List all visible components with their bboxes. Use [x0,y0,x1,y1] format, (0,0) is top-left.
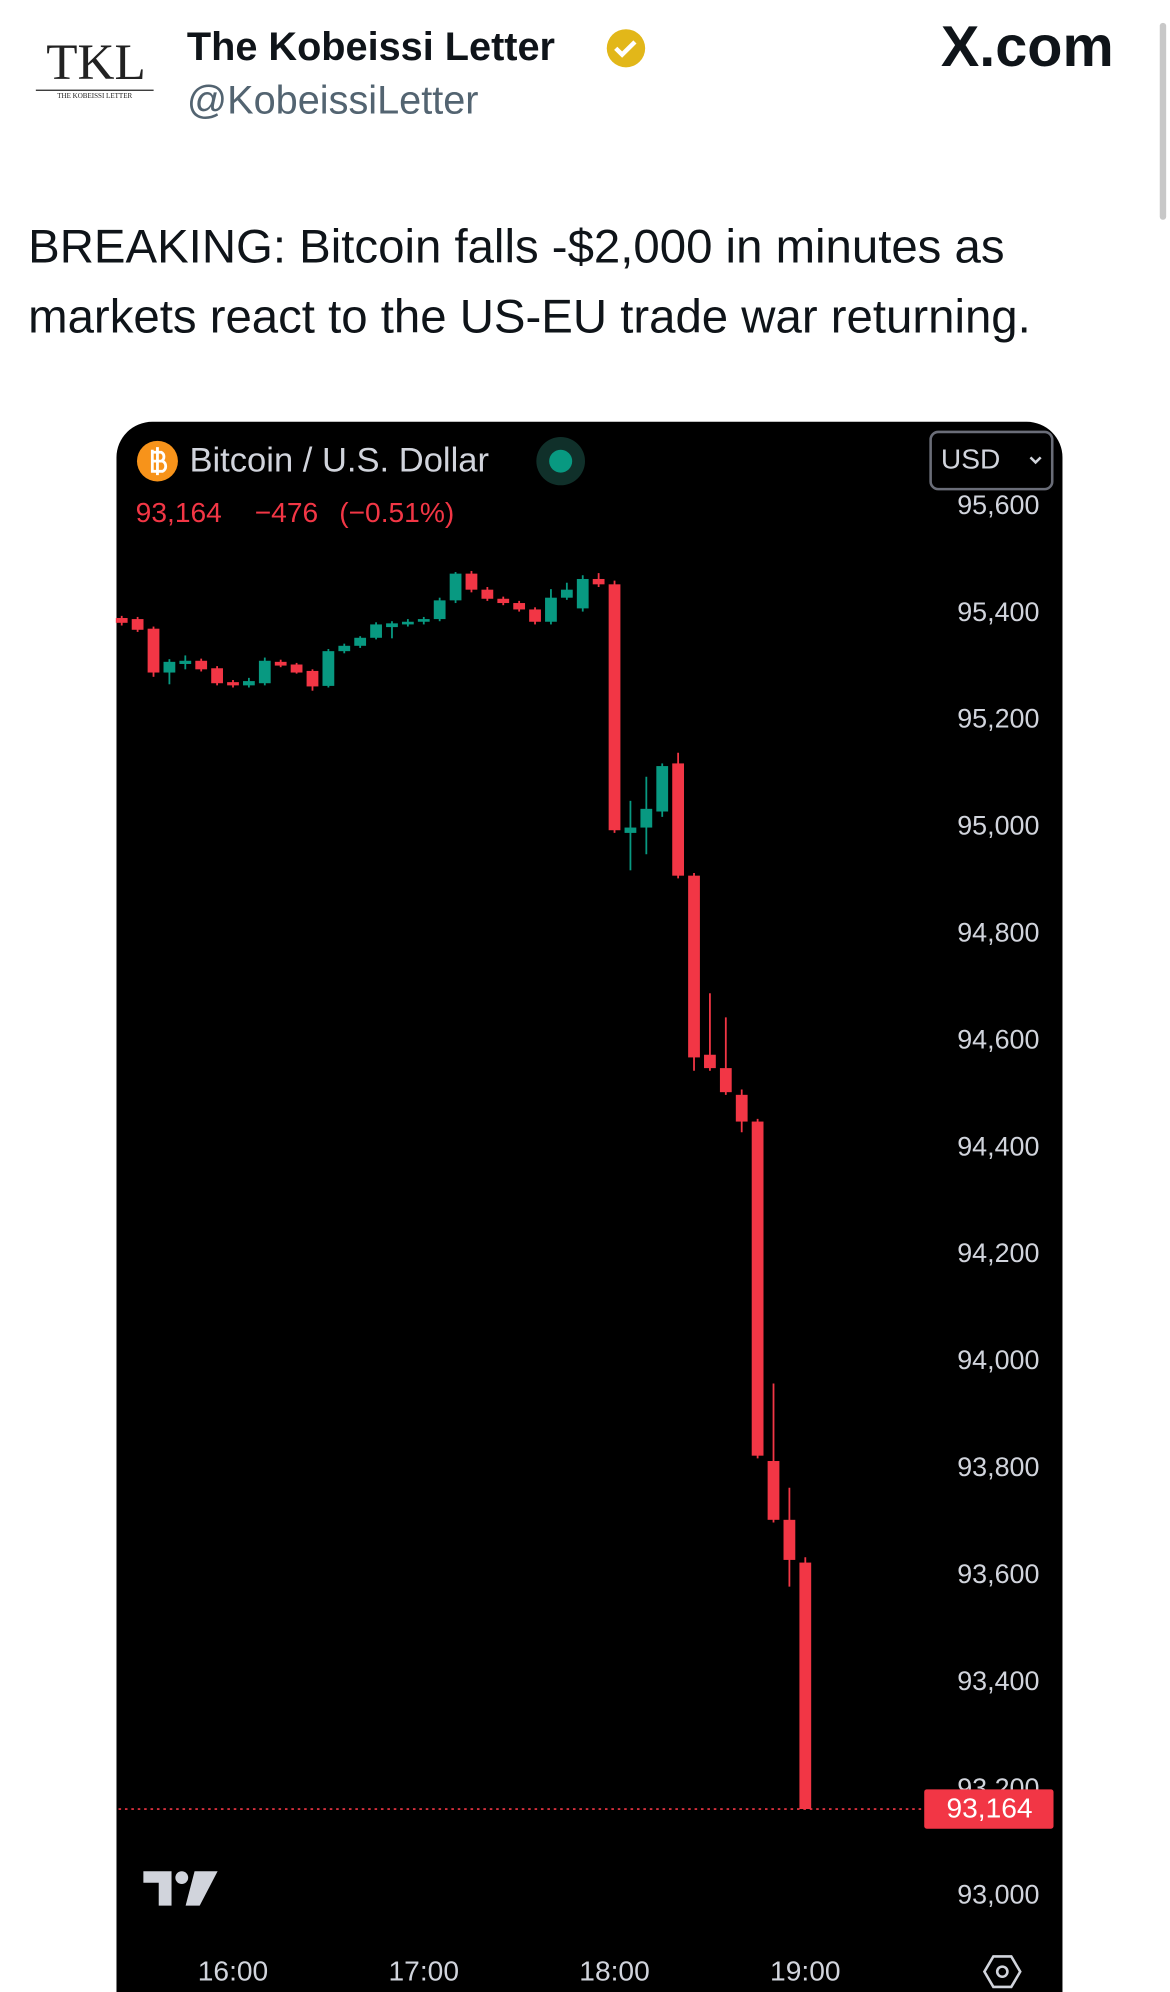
candle-body [211,668,223,684]
settings-icon-center [995,1965,1009,1979]
candle-body [290,664,303,673]
quote-change: −476 [255,497,318,528]
currency-select[interactable] [929,430,1054,491]
y-tick-label: 94,400 [957,1131,1039,1161]
y-tick-label: 93,400 [957,1666,1039,1696]
y-tick-label: 93,600 [957,1559,1039,1589]
site-label: X.com [941,15,1114,79]
candle-body [576,578,589,609]
bitcoin-glyph [150,447,168,476]
candle-body [497,598,510,604]
chart-panel [116,421,1063,1992]
candle-body [529,609,541,622]
y-tick-label: 95,600 [957,490,1039,520]
quote-price: 93,164 [136,497,222,528]
candle-body [513,603,526,610]
tweet-line: markets react to the US-EU trade war ret… [28,290,1031,343]
scrollbar [1159,22,1167,220]
verified-badge [606,29,646,68]
y-tick-label: 94,200 [957,1238,1039,1268]
candle-body [386,623,398,628]
candle-body [370,624,382,638]
candle-body [704,1054,716,1069]
candle-body [433,600,446,620]
candle-body [608,584,621,831]
candle-body [338,645,351,652]
y-tick-label: 95,000 [957,811,1039,841]
candle-body [672,763,685,876]
candle-body [449,573,462,601]
logo: TKL [46,35,146,91]
candle-body [131,619,144,630]
currency-label[interactable]: USD [941,444,1000,475]
account-handle[interactable]: @KobeissiLetter [187,78,479,122]
candle-body [274,661,287,666]
candle-body [195,660,208,670]
candle-body [354,637,367,646]
candle-body [751,1121,764,1456]
candle-body [179,660,192,664]
account-name[interactable]: The Kobeissi Letter [187,25,555,69]
candle-body [799,1562,812,1810]
candle-body [306,670,319,687]
y-tick-label: 94,800 [957,918,1039,948]
candle-body [640,808,653,828]
candle-body [545,597,557,622]
candle-body [227,682,239,686]
candle-body [115,618,128,623]
candle-body [465,573,478,590]
y-tick-label: 94,600 [957,1025,1039,1055]
y-tick-label: 93,800 [957,1452,1039,1482]
x-tick-label: 19:00 [770,1955,840,1986]
candle-body [258,660,271,684]
status-dot [549,449,573,473]
tweet-line: BREAKING: Bitcoin falls -$2,000 in minut… [28,220,1004,273]
candle-body [243,681,255,686]
x-tick-label: 16:00 [198,1955,268,1986]
x-tick-label: 17:00 [389,1955,459,1986]
candle-body [560,589,573,598]
candle-body [401,621,414,625]
quote-change-pct: (−0.51%) [339,497,454,528]
candle-body [719,1068,732,1093]
logo-subtitle: THE KOBEISSI LETTER [57,92,132,100]
candle-body [656,766,669,812]
candle-body [624,827,637,833]
plot: 93,00093,20093,40093,60093,80094,00094,2… [115,490,1054,1986]
last-price-label: 93,164 [946,1793,1032,1824]
candle-body [481,589,494,599]
tradingview-logo [143,1871,218,1906]
candle-body [688,875,700,1058]
candle-body [322,651,335,686]
y-tick-label: 94,000 [957,1345,1039,1375]
y-tick-label: 95,200 [957,704,1039,734]
settings-icon[interactable] [982,1955,1022,1989]
candle-body [417,619,430,622]
x-tick-label: 18:00 [579,1955,649,1986]
candle-body [163,661,176,673]
candle-body [147,628,160,673]
y-tick-label: 93,000 [957,1880,1039,1910]
y-tick-label: 95,400 [957,597,1039,627]
chart-title: Bitcoin / U.S. Dollar [189,442,489,480]
candle-body [783,1519,796,1560]
chevron [1029,456,1042,465]
candle-body [735,1094,748,1122]
candle-body [767,1461,780,1520]
candle-body [592,578,605,585]
last-price-badge [924,1789,1054,1829]
